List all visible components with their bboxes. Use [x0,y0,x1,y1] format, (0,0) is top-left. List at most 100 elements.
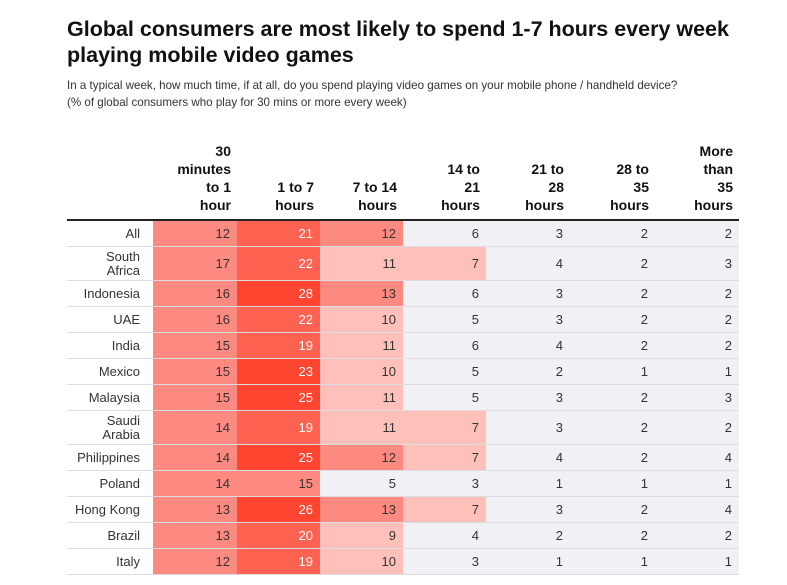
heat-cell: 3 [486,384,570,411]
heat-cell: 7 [403,496,486,523]
column-header: 30 minutes to 1 hour [153,136,237,221]
table-row: Poland 14 15 5 3 1 1 1 [67,470,739,497]
heat-cell: 15 [237,470,320,497]
heat-cell: 11 [320,384,403,411]
heat-cell: 3 [403,548,486,575]
subtitle-line-note: (% of global consumers who play for 30 m… [67,96,407,109]
heat-cell: 2 [570,522,655,549]
heat-cell: 4 [486,444,570,471]
heat-cell: 25 [237,384,320,411]
heatmap-table: 30 minutes to 1 hour 1 to 7 hours 7 to 14 … [67,136,739,575]
heat-cell: 6 [403,220,486,247]
heat-cell: 4 [403,522,486,549]
heat-cell: 25 [237,444,320,471]
row-label: Indonesia [67,280,153,307]
heat-cell: 2 [655,306,739,333]
heat-cell: 9 [320,522,403,549]
heat-cell: 1 [655,358,739,385]
heat-cell: 20 [237,522,320,549]
heat-cell: 19 [237,410,320,445]
heatmap-body: All 12 21 12 6 3 2 2 South Africa 17 22 11 7 4 2 3 Indon… [67,220,739,575]
heat-cell: 21 [237,220,320,247]
heat-cell: 6 [403,280,486,307]
heat-cell: 2 [570,496,655,523]
heat-cell: 2 [570,410,655,445]
heat-cell: 2 [570,220,655,247]
heat-cell: 15 [153,358,237,385]
row-label: South Africa [67,246,153,281]
heat-cell: 2 [486,522,570,549]
heat-cell: 1 [570,548,655,575]
heat-cell: 3 [486,280,570,307]
heat-cell: 2 [570,306,655,333]
heat-cell: 17 [153,246,237,281]
heat-cell: 4 [655,496,739,523]
table-row: Philippines 14 25 12 7 4 2 4 [67,444,739,471]
table-row: South Africa 17 22 11 7 4 2 3 [67,246,739,281]
row-label: Saudi Arabia [67,410,153,445]
heat-cell: 2 [655,280,739,307]
heat-cell: 13 [153,496,237,523]
column-header: 28 to 35 hours [570,136,655,221]
heat-cell: 3 [403,470,486,497]
heat-cell: 2 [570,246,655,281]
row-label: Brazil [67,522,153,549]
heat-cell: 1 [486,548,570,575]
heat-cell: 2 [570,384,655,411]
heat-cell: 16 [153,280,237,307]
column-header: 14 to 21 hours [403,136,486,221]
heat-cell: 6 [403,332,486,359]
heat-cell: 11 [320,332,403,359]
table-row: Hong Kong 13 26 13 7 3 2 4 [67,496,739,523]
heat-cell: 13 [320,280,403,307]
heat-cell: 22 [237,306,320,333]
row-label: Hong Kong [67,496,153,523]
heat-cell: 11 [320,246,403,281]
heat-cell: 10 [320,548,403,575]
heat-cell: 2 [570,332,655,359]
table-row: Saudi Arabia 14 19 11 7 3 2 2 [67,410,739,445]
row-label: UAE [67,306,153,333]
heat-cell: 2 [655,522,739,549]
heat-cell: 14 [153,410,237,445]
heat-cell: 15 [153,332,237,359]
subtitle-line-question: In a typical week, how much time, if at … [67,79,678,92]
heat-cell: 16 [153,306,237,333]
column-header: 1 to 7 hours [237,136,320,221]
table-row: Mexico 15 23 10 5 2 1 1 [67,358,739,385]
table-row: Italy 12 19 10 3 1 1 1 [67,548,739,575]
heat-cell: 4 [486,332,570,359]
heat-cell: 5 [403,358,486,385]
table-row: Brazil 13 20 9 4 2 2 2 [67,522,739,549]
heat-cell: 3 [655,246,739,281]
row-label: Poland [67,470,153,497]
column-header: More than 35 hours [655,136,739,221]
row-label: Malaysia [67,384,153,411]
row-label: India [67,332,153,359]
heat-cell: 12 [320,444,403,471]
table-row: UAE 16 22 10 5 3 2 2 [67,306,739,333]
heat-cell: 4 [486,246,570,281]
row-label: All [67,220,153,247]
heat-cell: 3 [486,306,570,333]
heat-cell: 2 [655,220,739,247]
table-row: All 12 21 12 6 3 2 2 [67,220,739,247]
column-header: 21 to 28 hours [486,136,570,221]
heat-cell: 15 [153,384,237,411]
heat-cell: 22 [237,246,320,281]
heat-cell: 5 [320,470,403,497]
heat-cell: 3 [486,410,570,445]
heat-cell: 5 [403,306,486,333]
heat-cell: 3 [655,384,739,411]
heat-cell: 10 [320,358,403,385]
heat-cell: 2 [570,444,655,471]
heat-cell: 11 [320,410,403,445]
row-label-header [67,136,153,221]
heat-cell: 12 [320,220,403,247]
heat-cell: 1 [655,470,739,497]
heat-cell: 12 [153,548,237,575]
heat-cell: 5 [403,384,486,411]
row-label: Philippines [67,444,153,471]
table-row: Malaysia 15 25 11 5 3 2 3 [67,384,739,411]
heat-cell: 19 [237,332,320,359]
